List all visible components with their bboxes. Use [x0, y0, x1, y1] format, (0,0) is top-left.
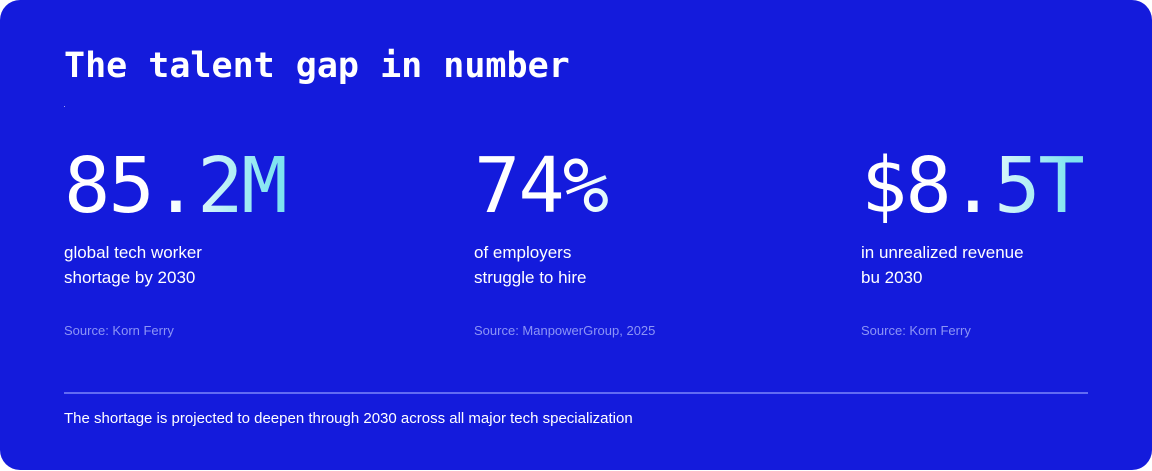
- title-underline-dot: [64, 106, 65, 107]
- stat-description-line: bu 2030: [861, 268, 923, 287]
- card-title: The talent gap in number: [64, 46, 570, 86]
- stat-source: Source: ManpowerGroup, 2025: [474, 323, 656, 338]
- stat-source: Source: Korn Ferry: [861, 323, 971, 338]
- stat-description-line: shortage by 2030: [64, 268, 196, 287]
- stat-value: 85.2M: [64, 142, 364, 232]
- stat-description: in unrealized revenue bu 2030: [861, 240, 1152, 290]
- stat-value: 74%: [474, 142, 774, 232]
- footer-note: The shortage is projected to deepen thro…: [64, 410, 633, 427]
- stat-description-line: of employers: [474, 243, 572, 262]
- stat-value: $8.5T: [861, 142, 1152, 232]
- stat-unrealized-revenue: $8.5T in unrealized revenue bu 2030 Sour…: [861, 142, 1152, 338]
- stat-source: Source: Korn Ferry: [64, 323, 174, 338]
- divider: [64, 392, 1088, 394]
- stat-description-line: in unrealized revenue: [861, 243, 1024, 262]
- stat-employers-struggle: 74% of employers struggle to hire Source…: [474, 142, 774, 338]
- stat-description: of employers struggle to hire: [474, 240, 774, 290]
- stat-description: global tech worker shortage by 2030: [64, 240, 364, 290]
- stat-tech-shortage: 85.2M global tech worker shortage by 203…: [64, 142, 364, 338]
- stat-description-line: global tech worker: [64, 243, 202, 262]
- stat-description-line: struggle to hire: [474, 268, 587, 287]
